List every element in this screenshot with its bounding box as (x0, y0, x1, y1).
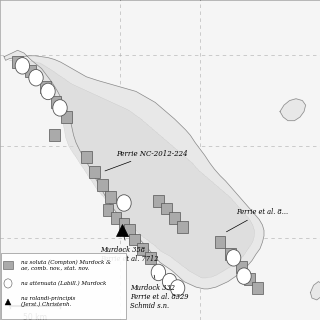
Circle shape (237, 268, 251, 284)
Polygon shape (310, 282, 320, 300)
Bar (111, 212, 121, 224)
Bar (97, 179, 108, 191)
Bar (119, 218, 129, 230)
Bar (81, 151, 92, 163)
Circle shape (53, 100, 67, 116)
Bar (137, 243, 148, 255)
FancyBboxPatch shape (1, 253, 126, 319)
Bar (177, 221, 188, 233)
Bar (145, 252, 156, 264)
Bar (244, 273, 255, 285)
Bar (89, 166, 100, 178)
Circle shape (226, 250, 241, 266)
Circle shape (29, 69, 43, 86)
Text: na rolandi-principis
(Jerst.) Christenh.: na rolandi-principis (Jerst.) Christenh. (21, 296, 75, 308)
Circle shape (163, 273, 177, 290)
Bar (49, 129, 60, 141)
Text: Murdock 332
Perrie et al. 8329
Schmid s.n.: Murdock 332 Perrie et al. 8329 Schmid s.… (130, 275, 188, 310)
Text: 50 km: 50 km (23, 313, 47, 320)
Bar (12, 56, 23, 68)
Circle shape (151, 264, 165, 281)
Bar (3, 261, 13, 269)
Polygon shape (4, 50, 264, 289)
Text: Murdock 358
Perrie et al. 7712: Murdock 358 Perrie et al. 7712 (100, 231, 158, 263)
Text: na attenuata (Labill.) Murdock: na attenuata (Labill.) Murdock (21, 281, 106, 286)
Bar (25, 65, 36, 77)
Circle shape (117, 195, 131, 211)
Circle shape (171, 280, 185, 296)
Circle shape (4, 279, 12, 288)
Text: Perrie et al. 8...: Perrie et al. 8... (227, 208, 288, 232)
Bar (103, 204, 113, 216)
Text: na soluta (Compton) Murdock &
ae, comb. nov., stat. nov.: na soluta (Compton) Murdock & ae, comb. … (21, 260, 111, 271)
Bar (129, 234, 140, 245)
Bar (51, 96, 61, 108)
Bar (225, 248, 236, 260)
Circle shape (15, 58, 29, 74)
Polygon shape (280, 99, 306, 121)
Bar (215, 236, 225, 248)
Polygon shape (10, 60, 254, 278)
Bar (124, 224, 135, 236)
Bar (252, 282, 263, 294)
Circle shape (41, 83, 55, 100)
Bar (153, 195, 164, 207)
Bar (61, 111, 72, 123)
Text: Perrie NC-2012-224: Perrie NC-2012-224 (105, 149, 188, 171)
Bar (236, 261, 247, 273)
Bar (161, 203, 172, 214)
Bar (40, 81, 51, 93)
Bar (105, 191, 116, 203)
Bar (169, 212, 180, 224)
